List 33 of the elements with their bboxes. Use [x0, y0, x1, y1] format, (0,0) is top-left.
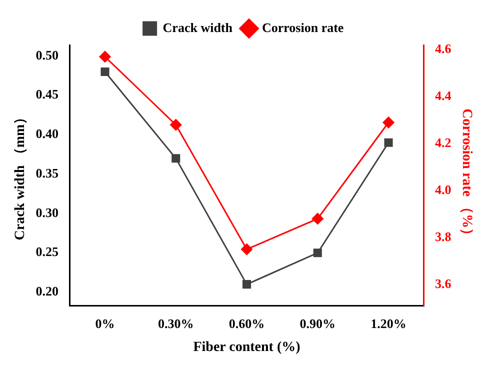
y2-tick-label: 4.0: [434, 182, 452, 197]
point: [384, 138, 393, 147]
legend-label: Corrosion rate: [262, 20, 344, 35]
x-axis-title: Fiber content (%): [193, 340, 301, 356]
y-tick-label: 0.50: [36, 47, 59, 62]
x-tick-label: 0.60%: [228, 316, 265, 331]
x-tick-label: 0.90%: [300, 316, 336, 331]
point: [313, 248, 322, 258]
point: [99, 50, 111, 62]
y-axis-title: Crack width （mm）: [13, 110, 28, 240]
legend-label: Crack width: [162, 20, 234, 35]
point: [100, 67, 110, 76]
y-tick-label: 0.45: [36, 86, 60, 102]
x-tick-label: 0%: [95, 316, 115, 331]
point: [242, 280, 252, 289]
x-tick-label: 1.20%: [370, 316, 406, 331]
y2-tick-label: 4.2: [434, 134, 452, 150]
y2-tick-label: 3.8: [434, 228, 452, 244]
y-tick-label: 0.25: [36, 244, 60, 260]
point: [172, 154, 180, 163]
y2-tick-label: 4.6: [434, 41, 452, 56]
point: [312, 212, 324, 224]
y-tick-label: 0.20: [36, 284, 59, 299]
point: [382, 116, 394, 128]
y2-tick-label: 3.6: [434, 276, 452, 291]
y-tick-label: 0.35: [36, 165, 60, 180]
y-tick-label: 0.40: [36, 126, 59, 142]
y2-tick-label: 4.4: [434, 88, 452, 104]
point: [170, 119, 182, 131]
x-tick-label: 0.30%: [158, 316, 194, 331]
point: [241, 244, 252, 256]
y2-axis-title: Corrosion rate （%）: [458, 108, 474, 242]
y-tick-label: 0.30: [36, 204, 59, 220]
